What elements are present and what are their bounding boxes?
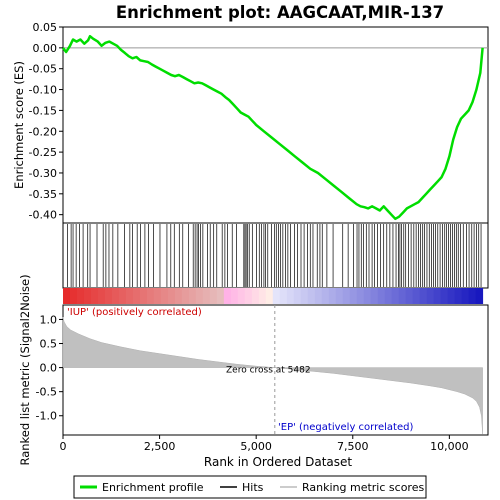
colorbar-segment (398, 288, 407, 304)
es-y-tick-label: -0.15 (29, 104, 57, 117)
colorbar-segment (188, 288, 197, 304)
metric-y-tick-label: 0.0 (40, 362, 58, 375)
colorbar-segment (286, 288, 295, 304)
legend-ranking-label: Ranking metric scores (302, 481, 424, 494)
colorbar-segment (377, 288, 386, 304)
colorbar-segment (132, 288, 141, 304)
colorbar-segment (412, 288, 421, 304)
colorbar-segment (321, 288, 330, 304)
colorbar-segment (335, 288, 344, 304)
colorbar-segment (146, 288, 155, 304)
colorbar-segment (223, 288, 232, 304)
colorbar-segment (279, 288, 288, 304)
x-tick-label: 7,500 (337, 440, 369, 453)
colorbar-segment (230, 288, 239, 304)
colorbar-segment (405, 288, 414, 304)
colorbar-segment (83, 288, 92, 304)
colorbar-segment (90, 288, 99, 304)
colorbar-segment (447, 288, 456, 304)
es-y-tick-label: 0.00 (33, 42, 58, 55)
colorbar-segment (265, 288, 274, 304)
x-axis-label: Rank in Ordered Dataset (204, 455, 352, 469)
hits-panel (62, 222, 489, 289)
colorbar-segment (468, 288, 477, 304)
colorbar-segment (356, 288, 365, 304)
colorbar-segment (118, 288, 127, 304)
colorbar-segment (342, 288, 351, 304)
colorbar-segment (272, 288, 281, 304)
legend-hits-label: Hits (242, 481, 264, 494)
colorbar-segment (63, 288, 71, 304)
colorbar-segment (328, 288, 337, 304)
zero-cross-label: Zero cross at 5482 (226, 366, 311, 376)
es-y-tick-label: -0.30 (29, 167, 57, 180)
es-y-tick-label: -0.25 (29, 146, 57, 159)
legend-enrichment-label: Enrichment profile (102, 481, 204, 494)
colorbar-segment (139, 288, 148, 304)
colorbar-segment (475, 288, 484, 304)
colorbar-segment (307, 288, 316, 304)
colorbar-segment (258, 288, 267, 304)
x-tick-label: 2,500 (144, 440, 176, 453)
es-y-tick-label: -0.05 (29, 63, 57, 76)
es-y-axis-label: Enrichment score (ES) (12, 61, 26, 189)
colorbar-segment (111, 288, 120, 304)
positive-label: 'IUP' (positively correlated) (67, 307, 202, 318)
colorbar-segment (209, 288, 218, 304)
colorbar-segment (384, 288, 393, 304)
colorbar-segment (216, 288, 225, 304)
colorbar-segment (97, 288, 106, 304)
colorbar-segment (237, 288, 246, 304)
x-tick-label: 10,000 (430, 440, 469, 453)
colorbar-segment (104, 288, 113, 304)
colorbar-segment (174, 288, 183, 304)
colorbar-segment (244, 288, 253, 304)
colorbar-segment (370, 288, 379, 304)
es-y-tick-label: -0.20 (29, 125, 57, 138)
colorbar-segment (195, 288, 204, 304)
es-y-tick-label: -0.35 (29, 188, 57, 201)
colorbar-segment (440, 288, 449, 304)
colorbar-segment (454, 288, 463, 304)
colorbar-segment (363, 288, 372, 304)
negative-label: 'EP' (negatively correlated) (278, 422, 413, 433)
colorbar-segment (300, 288, 309, 304)
colorbar-segment (76, 288, 85, 304)
es-y-tick-label: -0.40 (29, 209, 57, 222)
x-tick-label: 0 (60, 440, 67, 453)
chart-title: Enrichment plot: AAGCAAT,MIR-137 (116, 3, 444, 22)
colorbar-segment (251, 288, 260, 304)
colorbar-segment (419, 288, 428, 304)
es-panel (62, 26, 489, 224)
x-tick-label: 5,000 (240, 440, 272, 453)
colorbar-segment (433, 288, 442, 304)
ranking-metric-area (62, 316, 483, 435)
colorbar-segment (167, 288, 176, 304)
metric-y-tick-label: -1.0 (36, 410, 57, 423)
colorbar-segment (69, 288, 78, 304)
metric-y-tick-label: -0.5 (36, 386, 57, 399)
colorbar-segment (125, 288, 134, 304)
colorbar-segment (153, 288, 162, 304)
colorbar-segment (293, 288, 302, 304)
colorbar-segment (391, 288, 400, 304)
colorbar-segment (314, 288, 323, 304)
colorbar-segment (202, 288, 211, 304)
colorbar-segment (181, 288, 190, 304)
colorbar-segment (349, 288, 358, 304)
enrichment-profile-line (62, 34, 484, 221)
metric-y-tick-label: 1.0 (40, 313, 58, 326)
legend: Enrichment profile Hits Ranking metric s… (73, 475, 427, 499)
metric-y-axis-label: Ranked list metric (Signal2Noise) (18, 274, 32, 465)
colorbar-segment (461, 288, 470, 304)
es-y-tick-label: -0.10 (29, 84, 57, 97)
colorbar-segment (160, 288, 169, 304)
colorbar-segment (426, 288, 435, 304)
metric-y-tick-label: 0.5 (40, 338, 58, 351)
es-y-tick-label: 0.05 (33, 21, 58, 34)
